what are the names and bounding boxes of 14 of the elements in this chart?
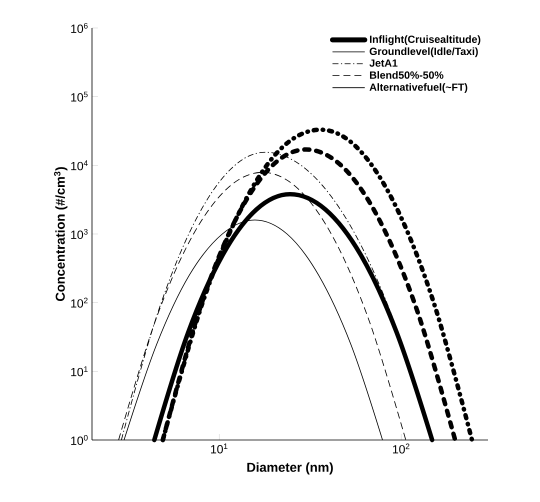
legend-label: Alternativefuel(~FT)	[370, 83, 468, 93]
annotation: Groundlevel(Idle/Taxi)	[370, 47, 478, 58]
y-tick-label: 10$^{0}$	[71, 434, 88, 445]
y-tick-label: 10$^{1}$	[71, 366, 88, 376]
y-tick-label: 10$^{3}$	[71, 228, 88, 239]
y-tick-label: 10$^{4}$	[71, 160, 88, 170]
y-axis-title: Concentration (#/cm$^{3}$)	[54, 167, 68, 301]
legend-label: JetA1	[369, 59, 398, 67]
legend-label: Inflight(Cruisealtitude)	[370, 35, 480, 46]
y-tick-label: 10$^{2}$	[71, 298, 88, 308]
y-tick-label: 10$^{6}$	[71, 22, 88, 33]
y-tick-label: 10$^{5}$	[71, 92, 88, 102]
legend-label: Blend50%-50%	[370, 71, 444, 79]
x-axis-title: Diameter (nm)	[247, 462, 333, 474]
